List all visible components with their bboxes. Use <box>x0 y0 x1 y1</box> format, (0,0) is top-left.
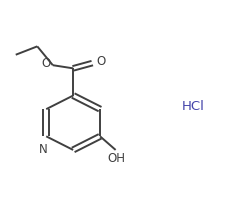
Text: O: O <box>96 55 105 68</box>
Text: HCl: HCl <box>181 99 204 113</box>
Text: N: N <box>39 143 48 156</box>
Text: O: O <box>42 57 51 70</box>
Text: OH: OH <box>108 152 126 165</box>
